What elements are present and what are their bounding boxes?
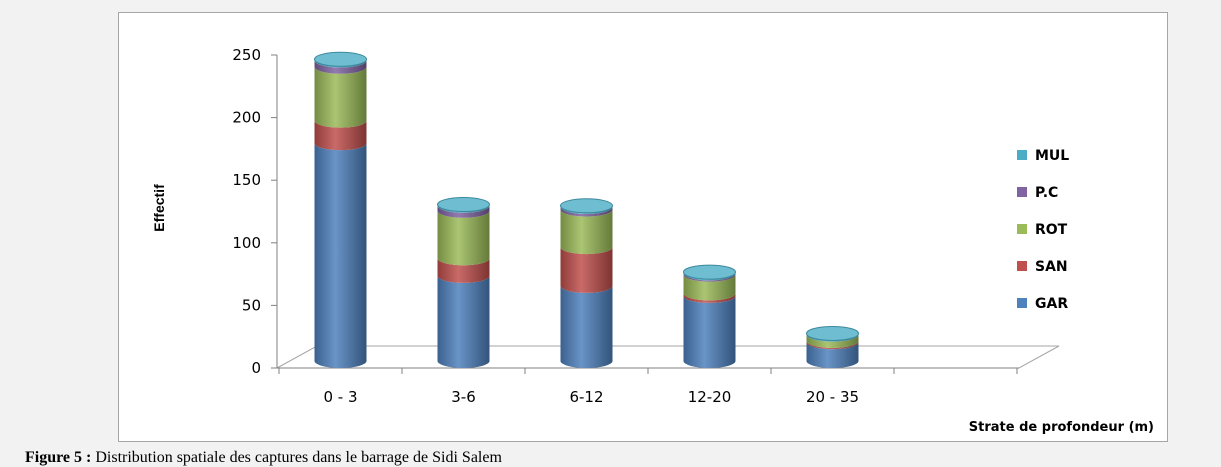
legend-item: MUL [1017,148,1069,164]
x-tick-label: 20 - 35 [806,388,859,406]
bar-top-cap [683,264,736,280]
chart-legend: MUL P.C ROT SAN GAR [1017,148,1069,312]
bar-segment [683,295,736,368]
y-tick-label: 50 [242,296,261,314]
bar-segment [806,342,859,368]
bar-top-cap [314,51,367,67]
bar-segment [683,274,736,301]
figure-caption: Figure 5 : Distribution spatiale des cap… [25,449,502,467]
x-tick-labels: 0 - 3 3-6 6-12 12-20 20 - 35 [323,388,859,406]
bar-segment [314,60,367,74]
y-tick-label: 150 [232,171,261,189]
bar-segment [683,273,736,282]
y-axis-title: Effectif [151,184,167,232]
figure-caption-label: Figure 5 : [25,449,92,466]
y-tick-label: 100 [232,234,261,252]
bar-segment [560,247,613,293]
bar-top-cap [560,198,613,214]
legend-item: SAN [1017,259,1068,275]
chart-bars [314,51,859,368]
legend-label: P.C [1035,185,1058,201]
legend-label: MUL [1035,148,1069,164]
x-tick-label: 0 - 3 [323,388,357,406]
bar-segment [314,66,367,128]
bar-segment [806,334,859,348]
bar-segment [560,285,613,368]
bar-group [437,197,490,368]
bar-segment [560,209,613,255]
bar-segment [314,143,367,368]
bar-segment [560,207,613,217]
bar-top-cap [437,197,490,212]
bar-segment [437,210,490,266]
bar-segment [437,205,490,218]
chart-axes [271,54,1060,374]
legend-swatch [1017,187,1027,197]
x-tick-label: 6-12 [569,388,603,406]
y-tick-label: 250 [232,46,261,64]
bar-segment [314,120,367,151]
legend-label: ROT [1035,222,1068,238]
bar-segment [437,258,490,283]
figure-caption-text: Distribution spatiale des captures dans … [91,449,502,466]
chart-floor [276,345,1060,369]
bar-top-cap [806,325,859,341]
y-tick-labels: 0 50 100 150 200 250 [232,46,261,377]
x-axis-title: Strate de profondeur (m) [969,420,1154,435]
bar-group [683,264,736,368]
bar-group [806,325,859,368]
y-tick-label: 200 [232,109,261,127]
bar-segment [437,275,490,368]
stacked-bar-chart: 0 50 100 150 200 250 0 - 3 3-6 6-12 12-20 20 - 35… [151,46,1154,435]
x-tick-label: 12-20 [688,388,732,406]
bar-group [314,51,367,368]
legend-item: P.C [1017,185,1058,201]
legend-label: GAR [1035,296,1068,312]
legend-label: SAN [1035,259,1068,275]
x-tick-label: 3-6 [451,388,476,406]
bar-group [560,198,613,368]
legend-item: ROT [1017,222,1068,238]
bar-segment [806,340,859,350]
chart-frame: 0 50 100 150 200 250 0 - 3 3-6 6-12 12-20 20 - 35… [118,12,1168,442]
legend-swatch [1017,224,1027,234]
bar-segment [683,293,736,303]
legend-item: GAR [1017,296,1068,312]
y-tick-label: 0 [251,359,261,377]
legend-swatch [1017,150,1027,160]
legend-swatch [1017,261,1027,271]
legend-swatch [1017,298,1027,308]
